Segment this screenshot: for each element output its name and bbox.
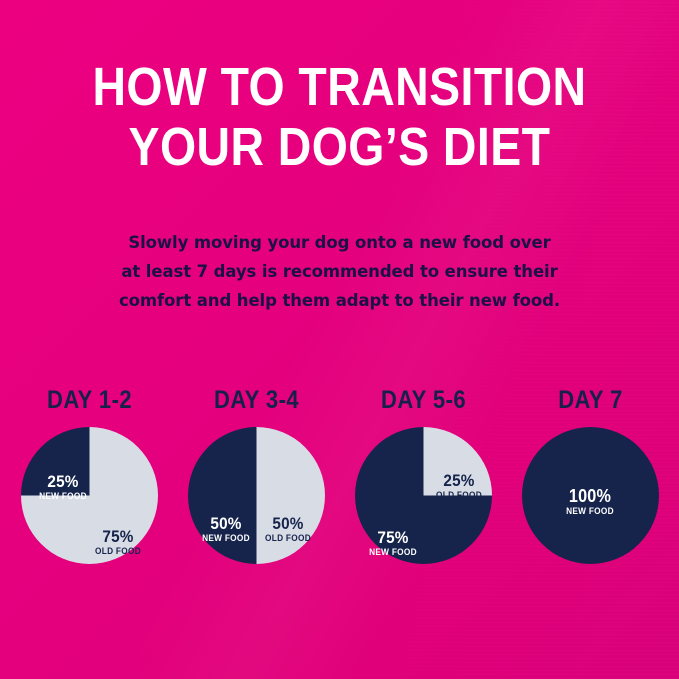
title-line-2: YOUR DOG’S DIET <box>128 117 551 177</box>
slice-label-old-food-day-5-6: 25% OLD FOOD <box>428 472 490 500</box>
slice-percent: 25% <box>46 472 79 491</box>
slice-label-old-food-day-3-4: 50% OLD FOOD <box>257 515 319 543</box>
pie-wrap-day-5-6: 25% OLD FOOD 75% NEW FOOD <box>354 427 492 564</box>
slice-label-old-food-day-1-2: 75% OLD FOOD <box>87 528 149 556</box>
page-title: HOW TO TRANSITION YOUR DOG’S DIET <box>0 60 679 174</box>
slice-label-new-food-day-1-2: 25% NEW FOOD <box>32 473 94 501</box>
slice-caption: OLD FOOD <box>94 546 141 556</box>
slice-label-new-food-day-7: 100% NEW FOOD <box>559 487 621 516</box>
intro-line-2: at least 7 days is recommended to ensure… <box>121 262 558 281</box>
intro-line-1: Slowly moving your dog onto a new food o… <box>128 233 551 252</box>
slice-caption: OLD FOOD <box>435 490 482 500</box>
slice-caption: NEW FOOD <box>565 506 614 516</box>
slice-percent: 75% <box>376 528 409 547</box>
chart-cell-day-3-4: DAY 3-4 50% NEW FOOD 50% OLD FOOD <box>173 388 340 564</box>
pie-chart-day-5-6 <box>354 427 492 564</box>
intro-paragraph: Slowly moving your dog onto a new food o… <box>0 228 679 315</box>
pie-chart-day-7 <box>521 427 659 564</box>
day-label-day-1-2: DAY 1-2 <box>46 386 132 414</box>
pie-chart-row: DAY 1-2 25% NEW FOOD 75% OLD FOOD DAY 3-… <box>0 388 679 603</box>
pie-wrap-day-7: 100% NEW FOOD <box>521 427 659 564</box>
pie-chart-day-1-2 <box>20 427 158 564</box>
slice-label-new-food-day-3-4: 50% NEW FOOD <box>195 515 257 543</box>
chart-cell-day-5-6: DAY 5-6 25% OLD FOOD 75% NEW FOOD <box>340 388 507 564</box>
pie-chart-day-3-4 <box>187 427 325 564</box>
slice-caption: NEW FOOD <box>201 533 250 543</box>
day-label-day-3-4: DAY 3-4 <box>213 386 299 414</box>
intro-line-3: comfort and help them adapt to their new… <box>118 291 561 310</box>
slice-caption: OLD FOOD <box>264 533 311 543</box>
slice-percent: 75% <box>101 527 134 546</box>
slice-label-new-food-day-5-6: 75% NEW FOOD <box>362 529 424 557</box>
slice-percent: 50% <box>209 514 242 533</box>
slice-percent: 100% <box>568 486 611 506</box>
pie-wrap-day-1-2: 25% NEW FOOD 75% OLD FOOD <box>20 427 158 564</box>
chart-cell-day-1-2: DAY 1-2 25% NEW FOOD 75% OLD FOOD <box>6 388 173 564</box>
pie-wrap-day-3-4: 50% NEW FOOD 50% OLD FOOD <box>187 427 325 564</box>
day-label-day-5-6: DAY 5-6 <box>380 386 466 414</box>
slice-percent: 25% <box>442 471 475 490</box>
title-line-1: HOW TO TRANSITION <box>92 57 587 117</box>
slice-caption: NEW FOOD <box>368 547 417 557</box>
slice-caption: NEW FOOD <box>38 491 87 501</box>
chart-cell-day-7: DAY 7 100% NEW FOOD <box>507 388 674 564</box>
slice-percent: 50% <box>271 514 304 533</box>
day-label-day-7: DAY 7 <box>557 386 623 414</box>
